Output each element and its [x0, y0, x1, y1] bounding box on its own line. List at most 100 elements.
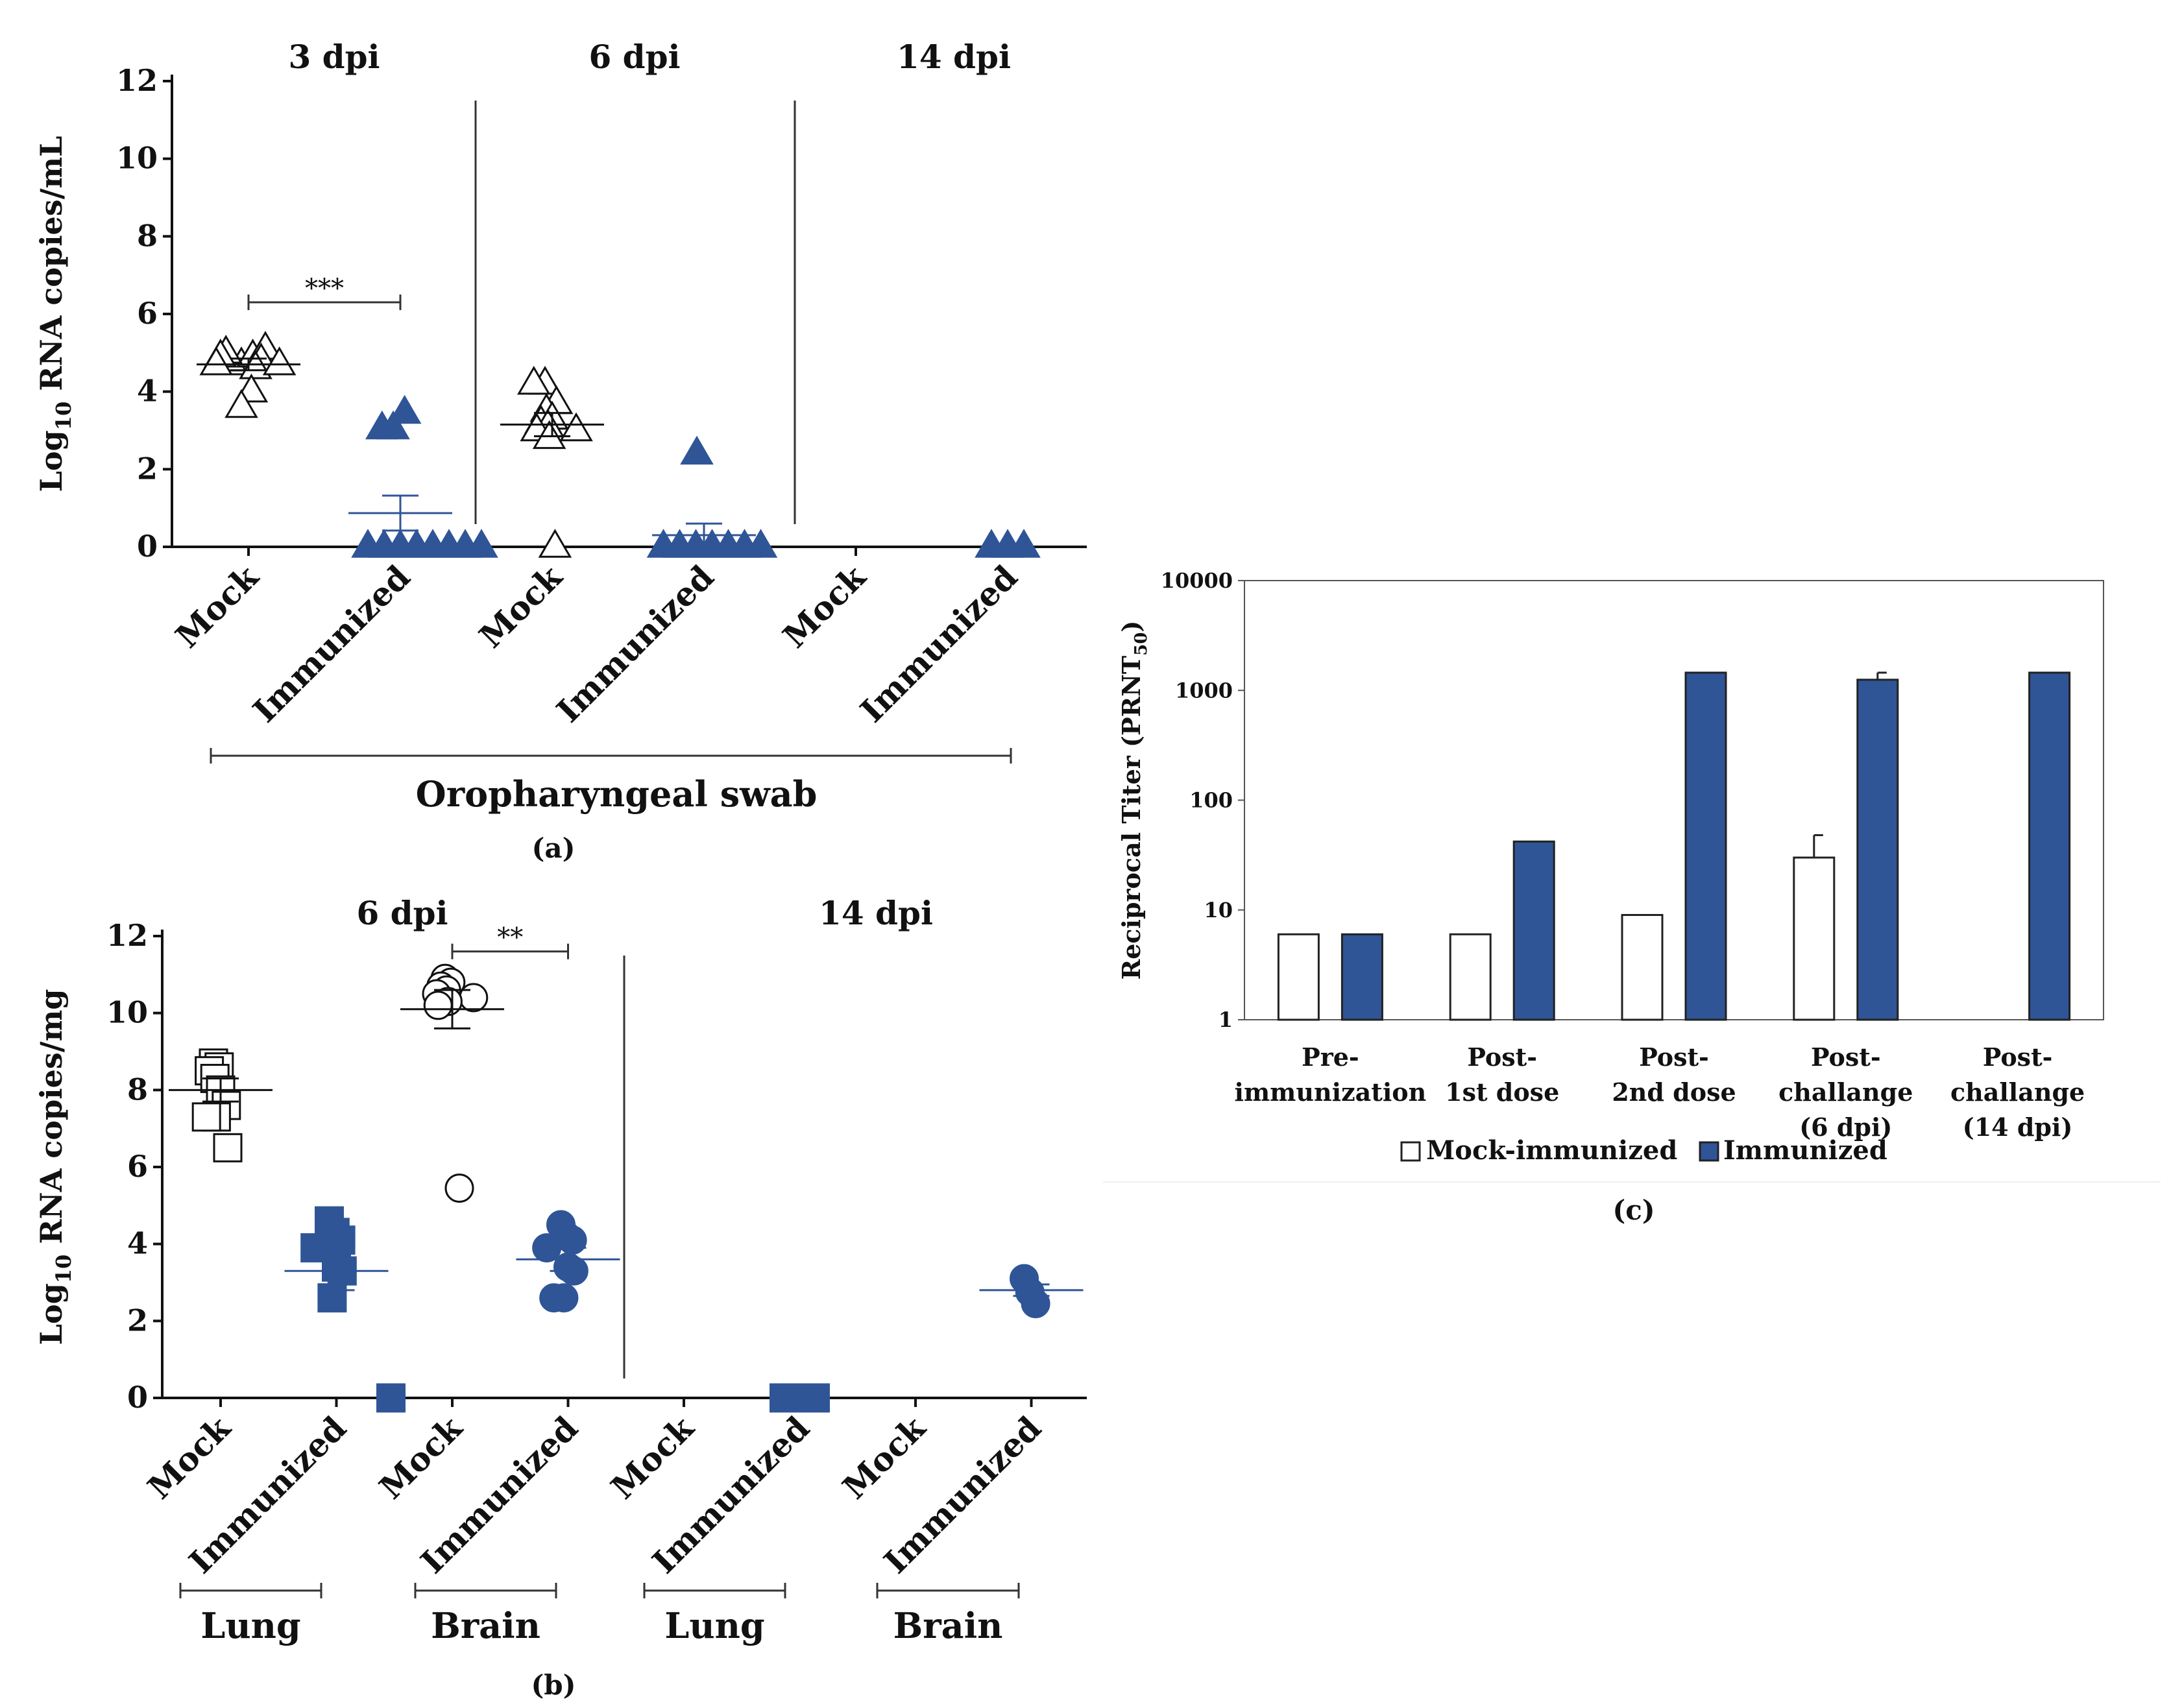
- data-point: [317, 1283, 347, 1313]
- x-tick-label: Mock: [140, 1408, 238, 1506]
- y-axis-label: Reciprocal Titer (PRNT50): [1117, 621, 1151, 980]
- y-axis-label-main: Log: [34, 430, 69, 492]
- y-axis-label-part: Reciprocal Titer (PRNT: [1117, 656, 1146, 980]
- y-tick-label: 8: [137, 218, 158, 253]
- x-tick-label: Immunized: [549, 558, 721, 730]
- y-axis-label: Log10 RNA copies/mL: [34, 136, 76, 492]
- bar: [1684, 671, 1727, 1021]
- bar: [1449, 933, 1492, 1021]
- legend-label-mock: Mock-immunized: [1426, 1135, 1677, 1166]
- y-tick-label: 12: [106, 918, 148, 953]
- data-point: [459, 983, 489, 1013]
- data-point: [516, 365, 551, 395]
- data-point: [191, 1102, 221, 1132]
- data-point: [376, 1383, 406, 1413]
- data-point: [744, 529, 778, 558]
- y-tick-label: 10: [1204, 898, 1233, 922]
- x-tick-label: (14 dpi): [1963, 1113, 2073, 1142]
- y-tick-label: 12: [116, 63, 158, 98]
- y-tick-label: 10: [116, 141, 158, 176]
- significance-label: **: [497, 923, 523, 953]
- y-tick-label: 2: [137, 451, 158, 486]
- x-tick-label: Post-: [1639, 1042, 1709, 1072]
- data-point: [224, 389, 258, 418]
- panel-title: 3 dpi: [288, 38, 380, 76]
- data-point: [538, 529, 572, 558]
- y-tick-label: 4: [137, 374, 158, 409]
- data-point: [365, 410, 399, 440]
- data-point: [559, 412, 593, 442]
- y-axis-label: Log10 RNA copies/mg: [34, 989, 76, 1345]
- y-tick-label: 4: [127, 1226, 148, 1261]
- data-point: [387, 394, 422, 424]
- x-tick-label: challange: [1778, 1077, 1913, 1107]
- panel-caption: (a): [532, 832, 576, 864]
- data-point: [199, 346, 234, 376]
- data-point: [539, 1283, 569, 1313]
- panel-c-chart: 1 10 100 1000 10000 Reciprocal Titer (PRNT50)…: [1103, 568, 2161, 1226]
- bar: [1793, 856, 1836, 1021]
- x-tick-label: 1st dose: [1445, 1077, 1559, 1107]
- x-tick-label: Post-: [1467, 1042, 1537, 1072]
- bar: [1340, 933, 1383, 1021]
- y-tick-label: 1000: [1175, 678, 1233, 703]
- y-axis-label-main: Log: [34, 1283, 69, 1345]
- data-point: [444, 1173, 474, 1203]
- panel-title: 14 dpi: [897, 38, 1011, 76]
- panel-title: 6 dpi: [588, 38, 680, 76]
- data-point: [680, 435, 714, 465]
- y-tick-label: 10000: [1161, 568, 1233, 593]
- x-tick-label: 2nd dose: [1612, 1077, 1736, 1107]
- panel-caption: (c): [1612, 1194, 1655, 1226]
- panel-title: 6 dpi: [356, 894, 448, 932]
- legend-swatch-immunized: [1699, 1141, 1719, 1162]
- legend-swatch-mock: [1400, 1141, 1421, 1162]
- y-tick-label: 0: [137, 529, 158, 564]
- y-axis-label-sub: 10: [51, 1255, 76, 1284]
- y-tick-label: 6: [137, 296, 158, 331]
- bar: [1277, 933, 1320, 1021]
- data-point: [465, 529, 498, 558]
- y-axis-label-sub: 10: [51, 402, 76, 431]
- data-point: [1021, 1289, 1050, 1319]
- y-axis-label-rest: RNA copies/mg: [34, 989, 69, 1255]
- bar: [1856, 679, 1899, 1021]
- x-tick-label: Pre-: [1302, 1042, 1359, 1072]
- legend-label-immunized: Immunized: [1723, 1135, 1887, 1166]
- x-tick-label: Immunized: [245, 558, 417, 730]
- y-axis-label-part: ): [1117, 621, 1146, 632]
- y-tick-label: 10: [106, 995, 148, 1030]
- y-tick-label: 1: [1219, 1007, 1233, 1032]
- x-tick-label: Mock: [603, 1408, 701, 1506]
- x-tick-label: Mock: [372, 1408, 470, 1506]
- y-tick-label: 6: [127, 1149, 148, 1184]
- data-point: [557, 1225, 587, 1255]
- y-axis-label-rest: RNA copies/mL: [34, 136, 69, 401]
- x-tick-label: Immunized: [853, 558, 1025, 730]
- data-point: [423, 991, 453, 1020]
- y-tick-label: 0: [127, 1380, 148, 1415]
- panel-caption: (b): [531, 1669, 576, 1701]
- group-label: Brain: [893, 1605, 1003, 1646]
- x-tick-label: immunization: [1235, 1077, 1427, 1107]
- y-tick-label: 2: [127, 1303, 148, 1338]
- group-label: Lung: [200, 1605, 300, 1646]
- y-tick-label: 100: [1189, 788, 1233, 813]
- group-label: Brain: [431, 1605, 540, 1646]
- x-tick-label: Mock: [835, 1408, 933, 1506]
- data-point: [801, 1383, 830, 1413]
- x-tick-label: challange: [1950, 1077, 2085, 1107]
- data-point: [262, 346, 297, 376]
- data-point: [532, 420, 566, 450]
- group-label: Lung: [664, 1605, 764, 1646]
- bar: [1512, 840, 1555, 1021]
- significance-label: ***: [305, 274, 344, 304]
- x-tick-label: Mock: [775, 557, 873, 655]
- data-point: [326, 1225, 356, 1255]
- x-tick-label: Post-: [1983, 1042, 2053, 1072]
- x-tick-label: (6 dpi): [1799, 1113, 1892, 1142]
- data-point: [1007, 529, 1041, 558]
- group-label: Oropharyngeal swab: [416, 773, 818, 815]
